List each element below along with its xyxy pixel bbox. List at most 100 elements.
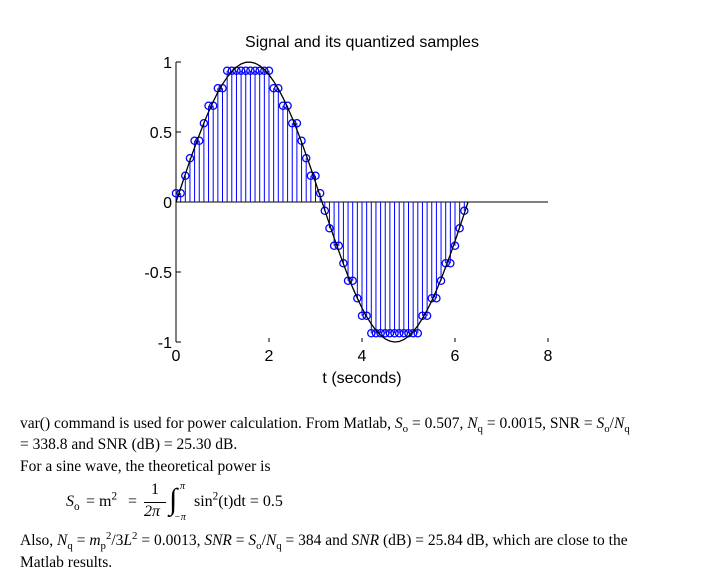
s-o-subscript: o bbox=[402, 423, 409, 436]
quantized-stems bbox=[171, 66, 469, 338]
paragraph-2: For a sine wave, the theoretical power i… bbox=[20, 458, 271, 475]
p3-l-symbol: L bbox=[123, 532, 133, 549]
stem-marker bbox=[376, 328, 385, 338]
eq-integrand: sin2(t)dt = 0.5 bbox=[194, 491, 283, 511]
stem-marker bbox=[292, 119, 302, 128]
eq-s-subscript: o bbox=[74, 501, 80, 514]
p1-text-c: = 0.0015, SNR = bbox=[482, 415, 597, 432]
y-tick-label: -0.5 bbox=[144, 265, 172, 282]
x-tick-label: 0 bbox=[172, 348, 181, 365]
paragraph-1-line-2: = 338.8 and SNR (dB) = 25.30 dB. bbox=[20, 436, 238, 453]
stem-marker bbox=[348, 276, 357, 285]
stem-marker bbox=[227, 66, 237, 76]
paragraph-4: Matlab results. bbox=[20, 554, 113, 571]
p3-text-b: = bbox=[72, 532, 90, 549]
snr-s-subscript: o bbox=[604, 423, 610, 436]
stem-marker bbox=[367, 328, 376, 338]
p3-text-e: = bbox=[231, 532, 249, 549]
y-tick-label: 0 bbox=[163, 195, 172, 212]
y-tick-label: 1 bbox=[163, 55, 172, 72]
eq-upper-limit: π bbox=[180, 481, 186, 492]
eq-lhs: So bbox=[66, 493, 80, 514]
stem-marker bbox=[190, 136, 199, 145]
y-tick-label: -1 bbox=[158, 335, 172, 352]
p3-m-symbol: m bbox=[89, 532, 101, 549]
p3-n2-symbol: N bbox=[265, 532, 277, 549]
stem-marker bbox=[339, 258, 348, 268]
p3-n-subscript: q bbox=[67, 540, 73, 553]
stem-marker bbox=[260, 66, 269, 76]
p3-n-symbol: N bbox=[57, 532, 68, 549]
stem-marker bbox=[246, 66, 255, 76]
eq-sin: sin bbox=[194, 493, 213, 510]
stem-marker bbox=[394, 328, 404, 338]
paragraph-3: Also, Nq = mp2/3L2 = 0.0013, SNR = So/Nq… bbox=[20, 529, 628, 553]
p3-snr-symbol: SNR bbox=[204, 532, 232, 549]
p3-text-a: Also, bbox=[20, 532, 58, 549]
eq-rest: (t)dt = 0.5 bbox=[218, 493, 283, 510]
p1-text-b: = 0.507, bbox=[408, 415, 468, 432]
p1-slash: / bbox=[609, 415, 614, 432]
stem-marker bbox=[329, 241, 339, 250]
stem-marker bbox=[283, 101, 292, 111]
eq-fraction-bar bbox=[144, 502, 166, 503]
stem-marker bbox=[255, 66, 264, 76]
stem-marker bbox=[390, 328, 399, 338]
s-o-symbol: S bbox=[394, 415, 403, 432]
stem-marker bbox=[204, 101, 213, 111]
p1-text-a: var() command is used for power calculat… bbox=[20, 415, 395, 432]
y-tick-label: 0.5 bbox=[150, 125, 172, 142]
p3-text-c: /3 bbox=[111, 532, 124, 549]
stem-marker bbox=[236, 66, 246, 76]
stem-marker bbox=[385, 328, 395, 338]
stem-marker bbox=[413, 328, 423, 338]
eq-m-sup: 2 bbox=[111, 490, 118, 503]
p3-n2-subscript: q bbox=[276, 540, 282, 553]
stem-marker bbox=[194, 136, 204, 145]
eq-s-symbol: S bbox=[66, 493, 74, 510]
stem-marker bbox=[306, 171, 316, 180]
p3-text-d: = 0.0013, bbox=[137, 532, 205, 549]
eq-equals-2: = bbox=[128, 493, 138, 510]
stem-marker bbox=[408, 328, 418, 338]
stem-marker bbox=[222, 66, 232, 76]
p3-snr2-symbol: SNR bbox=[351, 532, 380, 549]
stem-marker bbox=[320, 206, 330, 215]
x-tick-label: 6 bbox=[451, 348, 460, 365]
stem-marker bbox=[297, 136, 306, 145]
p3-m-superscript: 2 bbox=[105, 529, 112, 542]
stem-marker bbox=[274, 84, 283, 93]
eq-fraction-numerator: 1 bbox=[151, 481, 159, 498]
stem-marker bbox=[436, 276, 446, 285]
snr-n-symbol: N bbox=[613, 415, 625, 432]
stem-marker bbox=[399, 328, 409, 338]
stem-marker bbox=[250, 66, 260, 76]
stem-marker bbox=[353, 293, 362, 303]
chart-title: Signal and its quantized samples bbox=[245, 34, 479, 51]
p3-text-h: (dB) = 25.84 dB, which are close to the bbox=[379, 532, 628, 549]
eq-fraction-denominator: 2π bbox=[144, 503, 161, 520]
snr-n-subscript: q bbox=[624, 423, 630, 436]
stem-marker bbox=[181, 171, 190, 180]
p3-l-superscript: 2 bbox=[132, 529, 138, 542]
x-tick-label: 8 bbox=[544, 348, 553, 365]
x-tick-label: 4 bbox=[358, 348, 367, 365]
n-q-subscript: q bbox=[477, 423, 483, 436]
x-tick-label: 2 bbox=[265, 348, 274, 365]
p3-s-subscript: o bbox=[256, 540, 262, 553]
signal-curve bbox=[175, 61, 469, 343]
p3-m-subscript: p bbox=[100, 540, 106, 553]
eq-m-squared: = m2 bbox=[86, 490, 118, 511]
p3-slash: / bbox=[261, 532, 266, 549]
stem-marker bbox=[455, 223, 464, 233]
stem-marker bbox=[311, 171, 320, 180]
x-axis-label: t (seconds) bbox=[322, 370, 401, 387]
paragraph-1-line-1: var() command is used for power calculat… bbox=[20, 414, 630, 436]
p3-s-symbol: S bbox=[248, 532, 257, 549]
stem-marker bbox=[241, 66, 250, 76]
eq-integral-sign: ∫ bbox=[169, 483, 178, 516]
snr-s-symbol: S bbox=[596, 415, 605, 432]
eq-m: = m bbox=[86, 493, 112, 510]
axis-ticks: 0 2 4 6 8 1 0.5 0 -0.5 -1 bbox=[144, 55, 552, 365]
stem-marker bbox=[380, 328, 390, 338]
